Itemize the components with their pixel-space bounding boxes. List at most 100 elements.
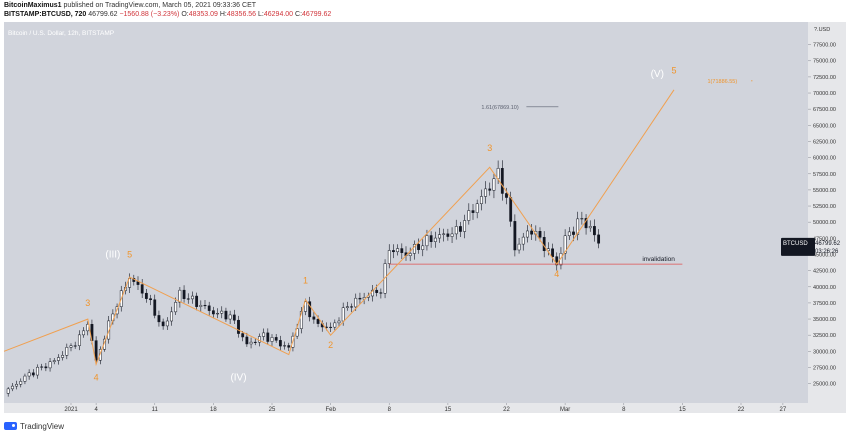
candle bbox=[521, 232, 525, 251]
candle-body bbox=[266, 332, 270, 342]
candle bbox=[412, 240, 416, 260]
candle-body bbox=[488, 188, 492, 191]
candle-body bbox=[57, 357, 60, 361]
candle bbox=[144, 288, 148, 303]
symbol-label[interactable]: BITSTAMP:BTCUSD, 720 bbox=[4, 11, 87, 18]
candle bbox=[253, 338, 257, 346]
candle-body bbox=[442, 233, 446, 235]
time-tick-label: 11 bbox=[152, 407, 159, 413]
candle bbox=[216, 308, 219, 319]
candle-body bbox=[23, 375, 27, 382]
candle bbox=[191, 291, 194, 304]
candle bbox=[526, 225, 529, 243]
price-axis[interactable] bbox=[808, 22, 846, 403]
candle-body bbox=[479, 196, 483, 205]
candle bbox=[186, 293, 190, 304]
candle-body bbox=[211, 310, 215, 315]
candle-body bbox=[199, 304, 203, 307]
time-axis[interactable] bbox=[4, 403, 846, 413]
candle-body bbox=[287, 345, 291, 348]
candle bbox=[203, 300, 207, 310]
candle-body bbox=[27, 372, 31, 377]
candle bbox=[459, 221, 462, 238]
wave-count-label: 4 bbox=[94, 372, 99, 382]
price-tick-label: 42500.00 bbox=[813, 269, 836, 275]
candle bbox=[174, 297, 178, 316]
plot-background[interactable] bbox=[4, 22, 808, 403]
candle bbox=[107, 315, 111, 344]
symbol-ohlc-line: BITSTAMP:BTCUSD, 720 46799.62 −1560.88 (… bbox=[4, 11, 331, 18]
candle-body bbox=[65, 347, 69, 356]
candle bbox=[220, 306, 224, 319]
candle-body bbox=[304, 301, 307, 312]
publish-info: BitcoinMaximus1 published on TradingView… bbox=[4, 2, 256, 9]
candle bbox=[69, 343, 73, 352]
time-tick-label: 22 bbox=[503, 407, 510, 413]
last-price-tag bbox=[781, 237, 815, 256]
high-value: 48356.56 bbox=[226, 11, 257, 18]
candle bbox=[241, 331, 245, 342]
candle-body bbox=[308, 301, 312, 318]
candle-body bbox=[500, 168, 504, 194]
candle-body bbox=[144, 292, 148, 299]
price-tick-label: 45000.00 bbox=[813, 252, 836, 258]
candle-body bbox=[484, 188, 487, 197]
candle-body bbox=[107, 320, 111, 340]
candle-body bbox=[429, 235, 433, 242]
candle-body bbox=[530, 230, 534, 235]
price-tick-label: 27500.00 bbox=[813, 365, 836, 371]
candle-body bbox=[228, 314, 232, 320]
footer-brand[interactable]: TradingView bbox=[20, 421, 65, 431]
candle bbox=[31, 369, 35, 378]
candle bbox=[450, 227, 454, 244]
candle-body bbox=[61, 355, 65, 358]
candle-body bbox=[157, 315, 161, 323]
candle bbox=[207, 301, 211, 316]
candle bbox=[551, 243, 554, 263]
candle bbox=[274, 333, 278, 343]
candle bbox=[463, 214, 467, 239]
candle bbox=[467, 203, 471, 225]
candle-body bbox=[387, 250, 391, 264]
high-label: H: bbox=[219, 11, 227, 18]
candle-body bbox=[178, 289, 182, 303]
time-tick-label: 18 bbox=[210, 407, 217, 413]
price-tick-label: 32500.00 bbox=[813, 333, 836, 339]
candle bbox=[454, 219, 458, 240]
price-change: −1560.88 (−3.23%) bbox=[119, 11, 180, 18]
candle bbox=[580, 211, 584, 225]
candle bbox=[513, 214, 517, 257]
candle bbox=[396, 244, 400, 256]
time-axis-ticks: 2021 4 11 18 25 Feb 8 15 22 Mar 8 15 22 27 bbox=[64, 403, 787, 413]
candle bbox=[442, 228, 446, 242]
candle-body bbox=[203, 304, 207, 307]
candle-body bbox=[165, 320, 169, 327]
candle-body bbox=[475, 203, 479, 213]
candle bbox=[262, 328, 266, 341]
wave-count-line[interactable] bbox=[3, 89, 675, 367]
candle-body bbox=[392, 250, 395, 253]
candle-body bbox=[253, 341, 257, 343]
candle bbox=[287, 342, 291, 351]
open-value: 48353.09 bbox=[188, 11, 218, 18]
wave-degree-label: (III) bbox=[105, 250, 120, 261]
candle bbox=[6, 386, 10, 397]
candle bbox=[530, 224, 534, 240]
candle-body bbox=[450, 233, 454, 237]
open-label: O: bbox=[181, 11, 189, 18]
price-tick-label: 70000.00 bbox=[813, 91, 836, 97]
wave-count-label: 4 bbox=[554, 269, 559, 279]
invalidation-label: invalidation bbox=[642, 256, 675, 263]
price-tick-label: 35000.00 bbox=[813, 317, 836, 323]
candle-body bbox=[207, 305, 211, 311]
candle-body bbox=[220, 310, 224, 314]
author-name[interactable]: BitcoinMaximus1 bbox=[4, 2, 62, 9]
candle bbox=[563, 229, 567, 260]
price-chart[interactable]: Bitcoin / U.S. Dollar, 12h, BITSTAMP ?.U… bbox=[0, 21, 850, 417]
candle-body bbox=[526, 230, 529, 238]
candle bbox=[15, 380, 18, 390]
candle-body bbox=[354, 297, 358, 308]
candle bbox=[270, 334, 274, 346]
candle-body bbox=[270, 337, 274, 342]
candle bbox=[178, 286, 182, 308]
